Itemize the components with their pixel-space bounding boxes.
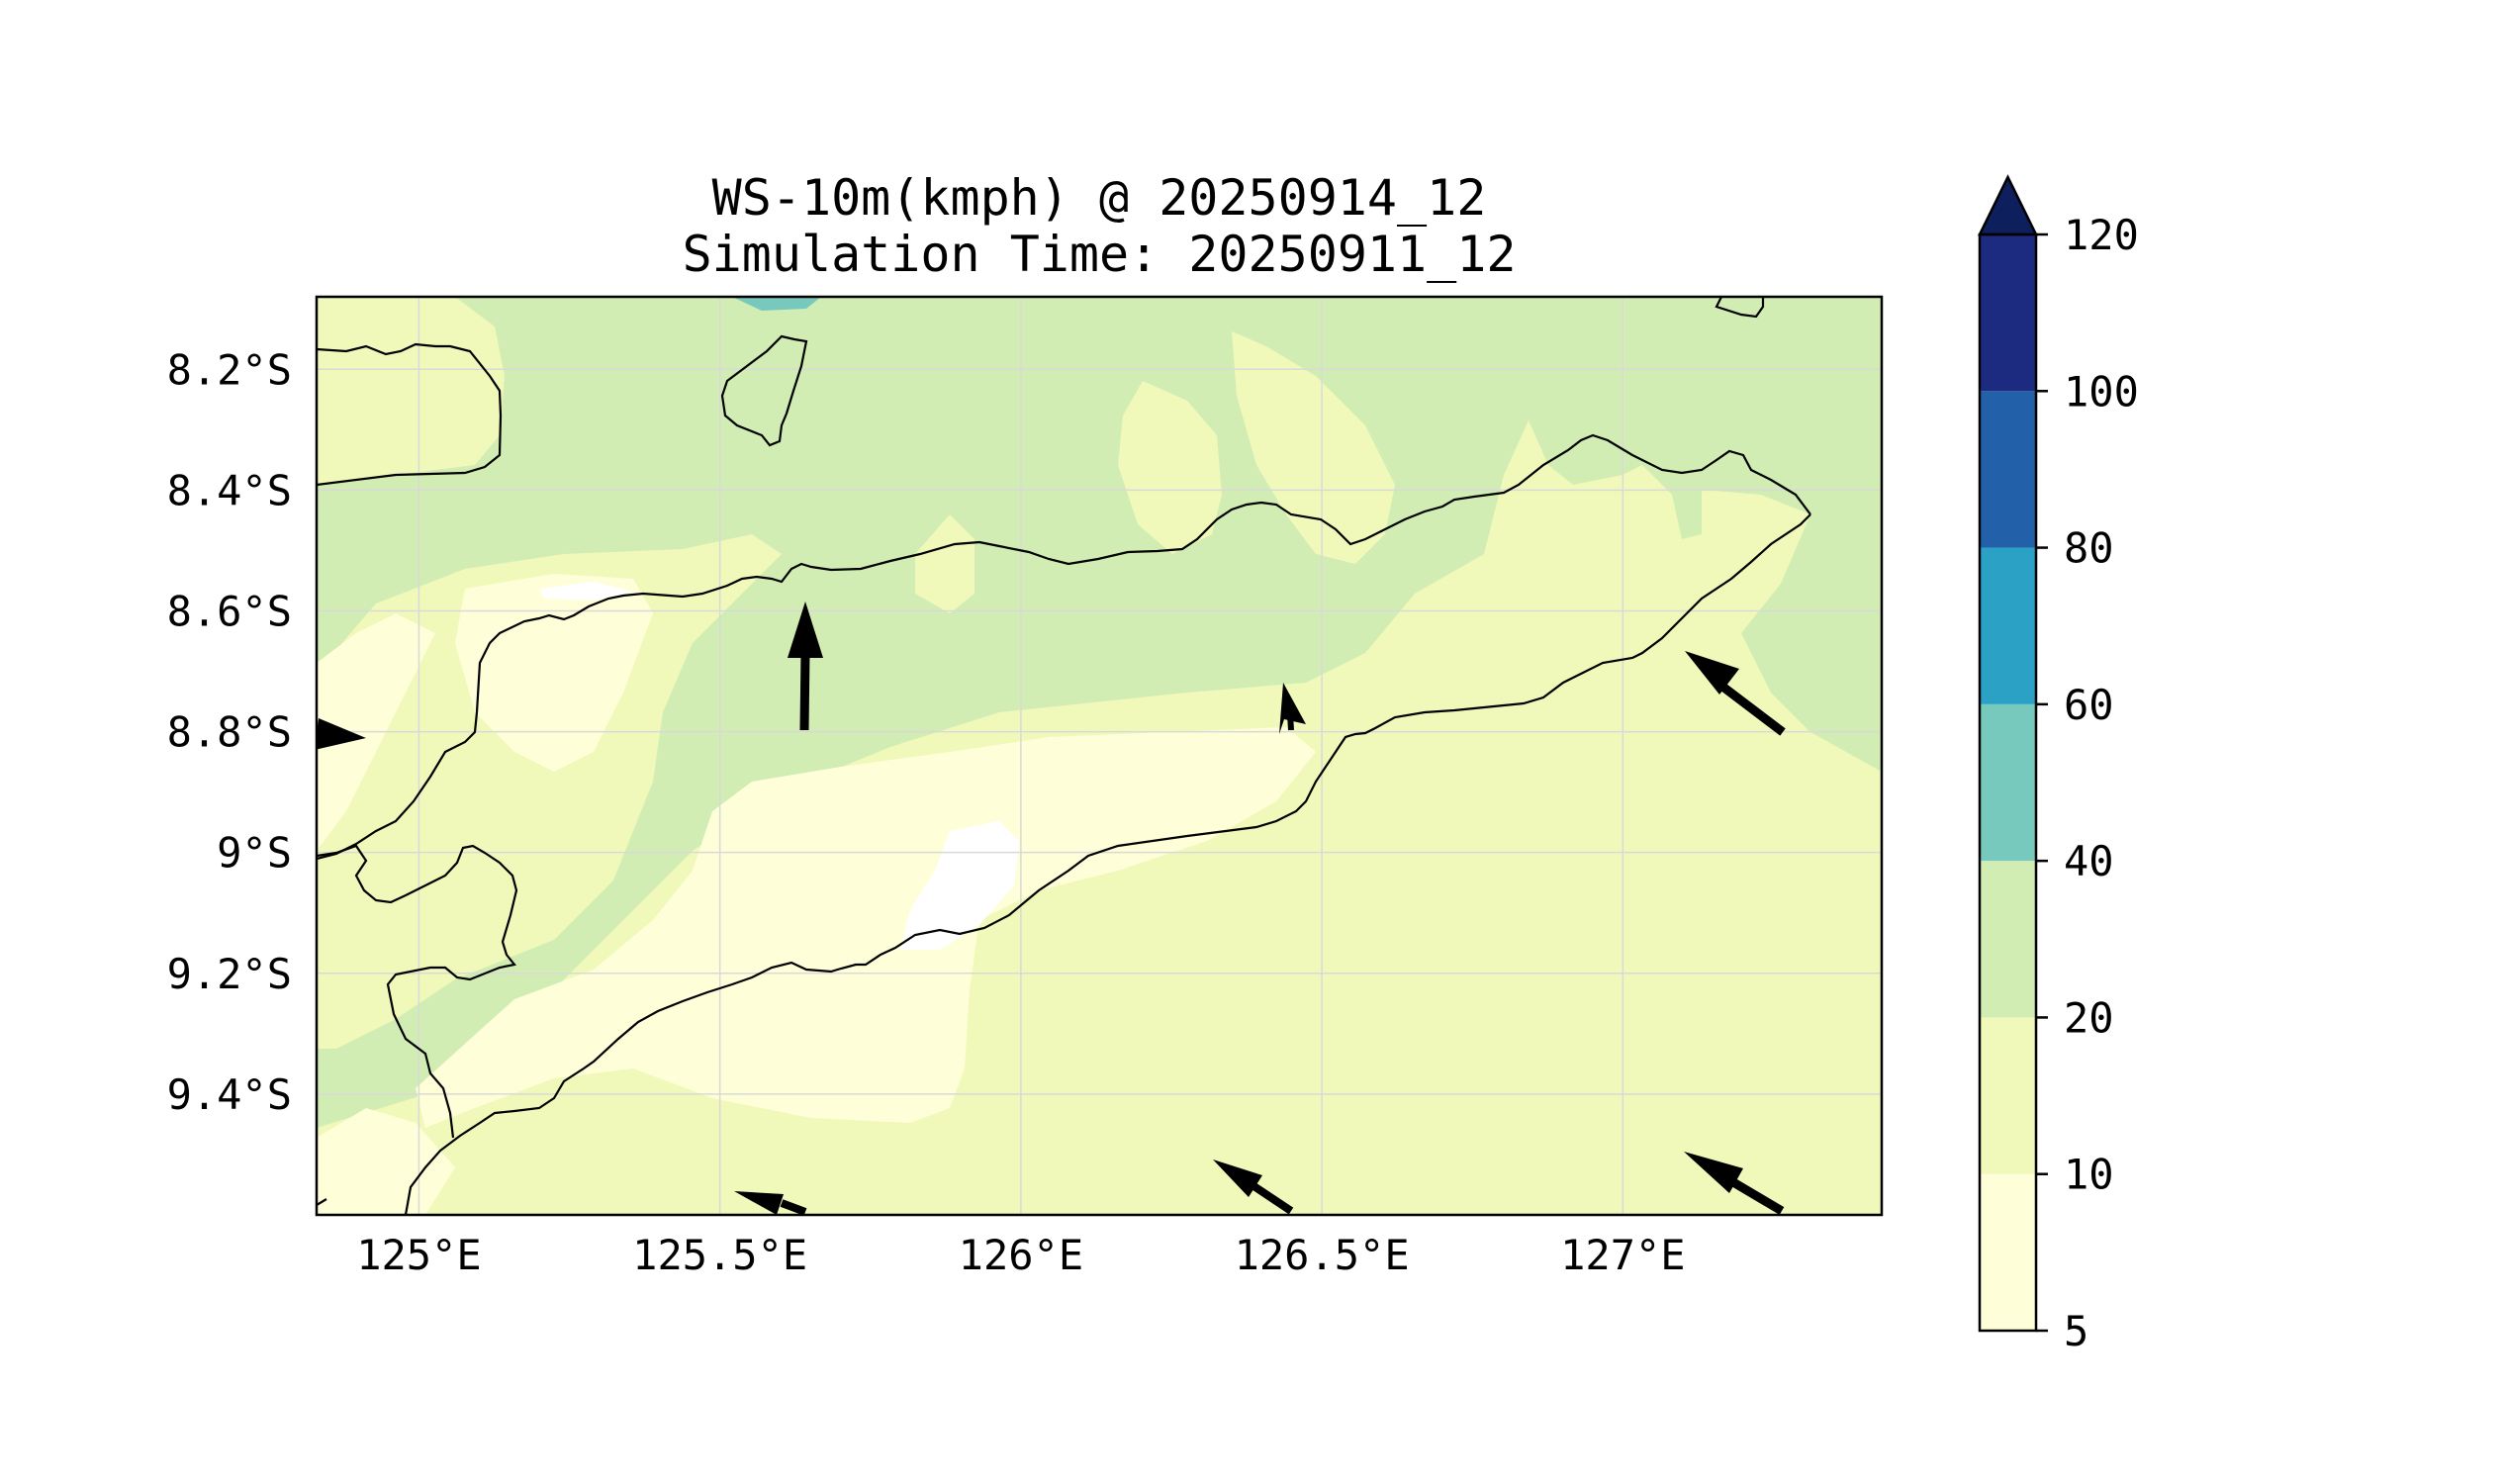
band-10-20-patch-c — [915, 514, 974, 613]
colorbar-tick-label: 80 — [2064, 524, 2114, 573]
wind-arrow-northwest-south-central — [1213, 1159, 1294, 1215]
lat-tick-label: 9.4°S — [167, 1070, 292, 1119]
wind-arrow-east — [317, 718, 366, 750]
coastline-small-island — [720, 334, 808, 447]
band-below-5-a — [900, 821, 1019, 950]
lon-tick-label: 127°E — [1560, 1231, 1685, 1279]
band-10-20-patch-d — [1415, 653, 1524, 697]
colorbar-segment — [1980, 1017, 2036, 1174]
lat-tick-label: 9°S — [217, 829, 292, 878]
lat-tick-label: 8.6°S — [167, 587, 292, 635]
colorbar-tick-label: 5 — [2064, 1307, 2088, 1355]
band-10-20-north — [317, 534, 782, 1049]
colorbar: 5 10 20 40 60 80 100 120 — [1977, 174, 2139, 1355]
gridlines — [317, 297, 1882, 1215]
colorbar-segment — [1980, 391, 2036, 548]
lon-tick-label: 126°E — [959, 1231, 1083, 1279]
wind-arrow-northwest-east — [1685, 651, 1786, 736]
latitude-axis: 8.2°S 8.4°S 8.6°S 8.8°S 9°S 9.2°S 9.4°S — [167, 345, 292, 1119]
band-5-10-southwest — [317, 1108, 455, 1215]
coastline-west-headland — [317, 844, 518, 1139]
wind-arrow-west-south — [734, 1191, 807, 1215]
colorbar-segment — [1980, 234, 2036, 392]
coastlines — [317, 297, 1811, 1215]
lat-tick-label: 8.2°S — [167, 345, 292, 394]
lon-tick-label: 125°E — [356, 1231, 481, 1279]
coastline-timor-south — [404, 513, 1811, 1215]
lat-tick-label: 8.8°S — [167, 708, 292, 757]
colorbar-tick-label: 10 — [2064, 1151, 2114, 1199]
map-frame — [315, 295, 1884, 1217]
band-10-20-patch-a — [1118, 381, 1222, 554]
coastline-northeast-island — [1715, 297, 1765, 319]
band-5-10-central — [416, 727, 1316, 1128]
colorbar-tick-label: 100 — [2064, 367, 2139, 416]
band-10-20-northwest — [317, 297, 505, 485]
colorbar-segment — [1980, 547, 2036, 704]
wind-speed-field — [317, 297, 1882, 1215]
chart-subtitle: Simulation Time: 20250911_12 — [683, 226, 1517, 283]
colorbar-tick-label: 20 — [2064, 993, 2114, 1042]
wind-vectors — [317, 602, 1786, 1215]
lat-tick-label: 8.4°S — [167, 466, 292, 514]
colorbar-segment — [1980, 703, 2036, 862]
lon-tick-label: 125.5°E — [632, 1231, 807, 1279]
wind-arrow-northwest-south-east — [1684, 1152, 1785, 1215]
longitude-axis: 125°E 125.5°E 126°E 126.5°E 127°E — [356, 1231, 1685, 1279]
coastline-timor-north — [317, 433, 1811, 861]
map-panel: 125°E 125.5°E 126°E 126.5°E 127°E 8.2°S 8.4°S… — [167, 295, 1884, 1279]
colorbar-tick-label: 120 — [2064, 211, 2139, 259]
band-below-5-b — [539, 582, 633, 601]
colorbar-frame — [1978, 232, 2038, 1333]
colorbar-extend-arrow — [1977, 174, 2039, 236]
wind-arrow-north-west — [788, 602, 823, 731]
colorbar-tick-label: 60 — [2064, 681, 2114, 729]
chart-title: WS-10m(kmph) @ 20250914_12 — [712, 169, 1487, 227]
lat-tick-label: 9.2°S — [167, 950, 292, 998]
band-10-20-patch-b — [1232, 331, 1395, 564]
band-5-10-west — [455, 574, 653, 772]
lon-tick-label: 126.5°E — [1235, 1231, 1410, 1279]
colorbar-segment — [1980, 1173, 2036, 1331]
coastline-southwest-corner — [317, 1198, 327, 1206]
colorbar-segment — [1980, 861, 2036, 1018]
coastline-northwest-island — [317, 342, 503, 487]
wind-arrow-north-central — [1279, 683, 1306, 734]
colorbar-tick-label: 40 — [2064, 837, 2114, 885]
band-40-60 — [732, 297, 821, 311]
